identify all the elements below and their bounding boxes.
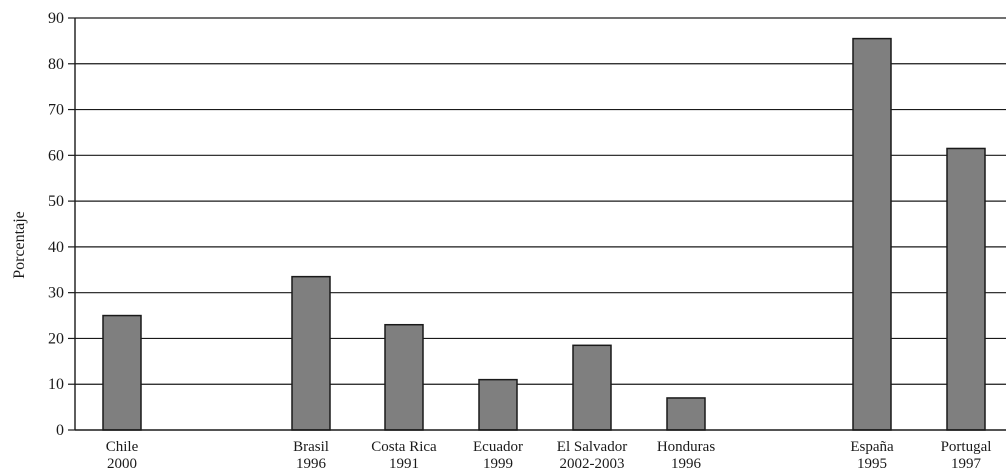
x-category-label: Ecuador: [473, 439, 523, 455]
bar-0: [102, 314, 142, 431]
x-category-label: España: [850, 439, 894, 455]
x-category-label: Brasil: [293, 439, 329, 455]
y-tick-label: 80: [48, 56, 64, 73]
axes: [68, 17, 1006, 431]
x-category-year: 1995: [857, 456, 887, 472]
y-tick-label: 30: [48, 285, 64, 302]
x-category-label: El Salvador: [557, 439, 627, 455]
x-category-year: 2000: [107, 456, 137, 472]
x-category-year: 1997: [951, 456, 982, 472]
y-tick-label: 0: [56, 422, 64, 439]
y-axis-title: Porcentaje: [11, 211, 28, 279]
x-category-label: Portugal: [941, 439, 992, 455]
y-tick-labels: 0 10 20 30 40 50 60 70 80 90: [48, 10, 64, 439]
y-tick-label: 90: [48, 10, 64, 27]
y-tick-label: 10: [48, 376, 64, 393]
y-tick-label: 70: [48, 102, 64, 119]
bar-5: [666, 397, 706, 431]
x-category-label: Chile: [106, 439, 139, 455]
y-tick-label: 20: [48, 330, 64, 347]
bars: [102, 37, 986, 431]
bar-1: [291, 275, 331, 431]
x-category-year: 1996: [671, 456, 702, 472]
x-category-year: 1999: [483, 456, 513, 472]
bar-4: [572, 344, 612, 431]
bar-6: [852, 37, 892, 431]
bar-3: [478, 378, 518, 431]
grid-lines: [75, 17, 1006, 385]
x-category-year: 2002-2003: [560, 456, 625, 472]
y-tick-label: 60: [48, 147, 64, 164]
x-category-label: Honduras: [657, 439, 715, 455]
y-tick-label: 40: [48, 239, 64, 256]
x-category-year: 1991: [389, 456, 419, 472]
x-category-year: 1996: [296, 456, 327, 472]
bar-7: [946, 147, 986, 431]
y-tick-label: 50: [48, 193, 64, 210]
bar-2: [384, 323, 424, 431]
x-category-label: Costa Rica: [371, 439, 437, 455]
